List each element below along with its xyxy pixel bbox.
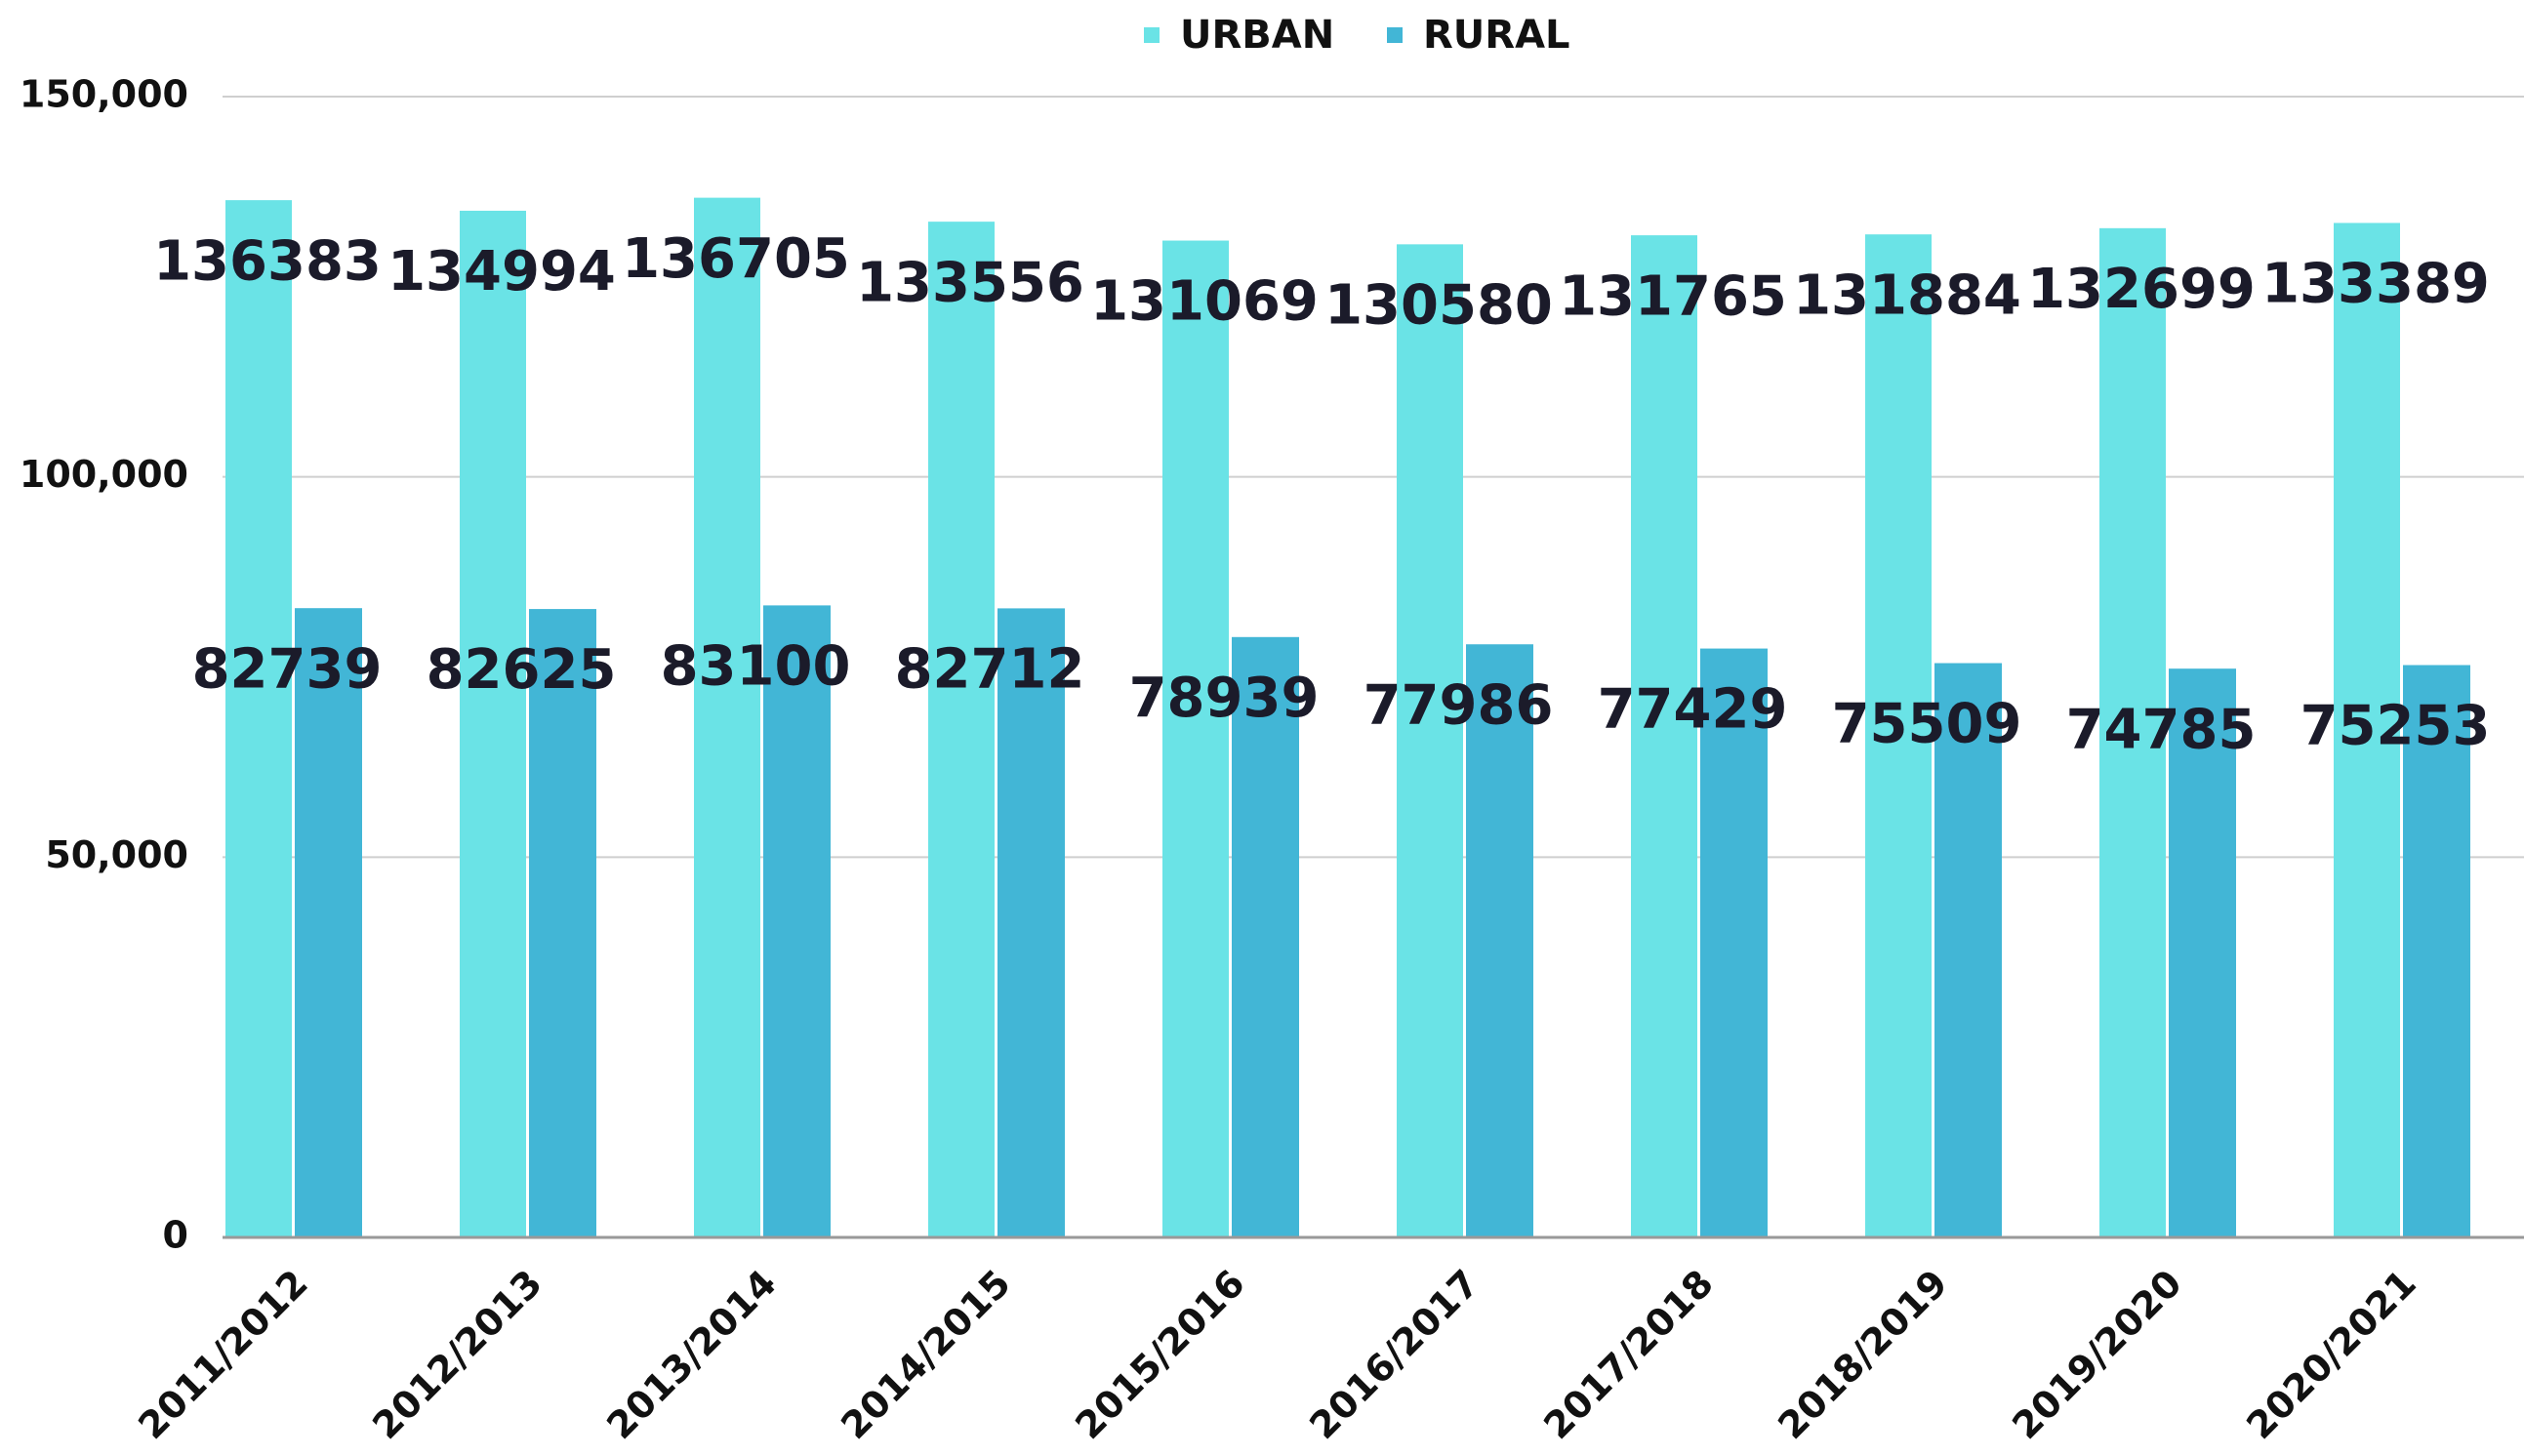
bar bbox=[2169, 668, 2236, 1237]
bar bbox=[460, 210, 526, 1237]
x-tick-label: 2011/2012 bbox=[130, 1262, 315, 1447]
x-tick-label: 2018/2019 bbox=[1770, 1262, 1955, 1447]
data-label: 131884 bbox=[1793, 263, 2021, 327]
data-label: 82625 bbox=[427, 638, 617, 702]
bar bbox=[1700, 648, 1768, 1237]
bar bbox=[1162, 240, 1229, 1238]
bar bbox=[225, 200, 292, 1237]
legend-label: RURAL bbox=[1423, 13, 1570, 58]
bar bbox=[694, 197, 760, 1238]
x-tick-label: 2012/2013 bbox=[364, 1262, 550, 1447]
data-label: 78939 bbox=[1129, 667, 1320, 730]
legend-swatch bbox=[1144, 27, 1160, 43]
y-tick-label: 100,000 bbox=[20, 453, 188, 496]
x-tick-label: 2014/2015 bbox=[833, 1262, 1018, 1447]
legend-swatch bbox=[1387, 27, 1403, 43]
bar bbox=[2099, 227, 2166, 1237]
y-tick-label: 0 bbox=[163, 1214, 188, 1257]
bar bbox=[1397, 244, 1463, 1237]
x-tick-label: 2019/2020 bbox=[2004, 1262, 2189, 1447]
data-label: 132699 bbox=[2027, 258, 2256, 321]
data-label: 131069 bbox=[1090, 270, 1319, 334]
data-label: 83100 bbox=[661, 635, 851, 699]
x-tick-label: 2017/2018 bbox=[1535, 1262, 1721, 1447]
data-label: 130580 bbox=[1324, 273, 1553, 337]
data-label: 82712 bbox=[895, 638, 1085, 702]
data-label: 133556 bbox=[856, 251, 1084, 314]
data-label: 131765 bbox=[1559, 264, 1787, 328]
bar bbox=[1865, 234, 1932, 1237]
x-tick-label: 2020/2021 bbox=[2238, 1262, 2423, 1447]
data-label: 82739 bbox=[192, 637, 383, 701]
x-tick-label: 2016/2017 bbox=[1301, 1262, 1486, 1447]
bar bbox=[1631, 235, 1697, 1237]
bar bbox=[1232, 636, 1299, 1237]
y-tick-label: 50,000 bbox=[45, 833, 188, 876]
bar bbox=[2403, 665, 2470, 1237]
bar bbox=[1466, 644, 1533, 1237]
data-label: 136705 bbox=[622, 227, 850, 291]
data-label: 77429 bbox=[1598, 678, 1788, 742]
x-tick-label: 2015/2016 bbox=[1067, 1262, 1252, 1447]
data-label: 75509 bbox=[1832, 693, 2022, 756]
bar bbox=[928, 222, 995, 1238]
bar bbox=[2334, 222, 2400, 1237]
bar bbox=[529, 609, 596, 1237]
data-label: 134994 bbox=[387, 240, 616, 303]
bar bbox=[295, 608, 362, 1237]
bar bbox=[997, 608, 1065, 1237]
data-label: 75253 bbox=[2300, 695, 2491, 758]
legend-label: URBAN bbox=[1180, 13, 1334, 58]
y-tick-label: 150,000 bbox=[20, 73, 188, 116]
bar bbox=[1934, 663, 2002, 1237]
data-label: 133389 bbox=[2261, 253, 2490, 316]
data-label: 74785 bbox=[2066, 698, 2257, 761]
x-tick-label: 2013/2014 bbox=[598, 1262, 784, 1447]
data-label: 77986 bbox=[1364, 673, 1554, 737]
bar bbox=[763, 605, 831, 1237]
data-label: 136383 bbox=[153, 229, 382, 293]
